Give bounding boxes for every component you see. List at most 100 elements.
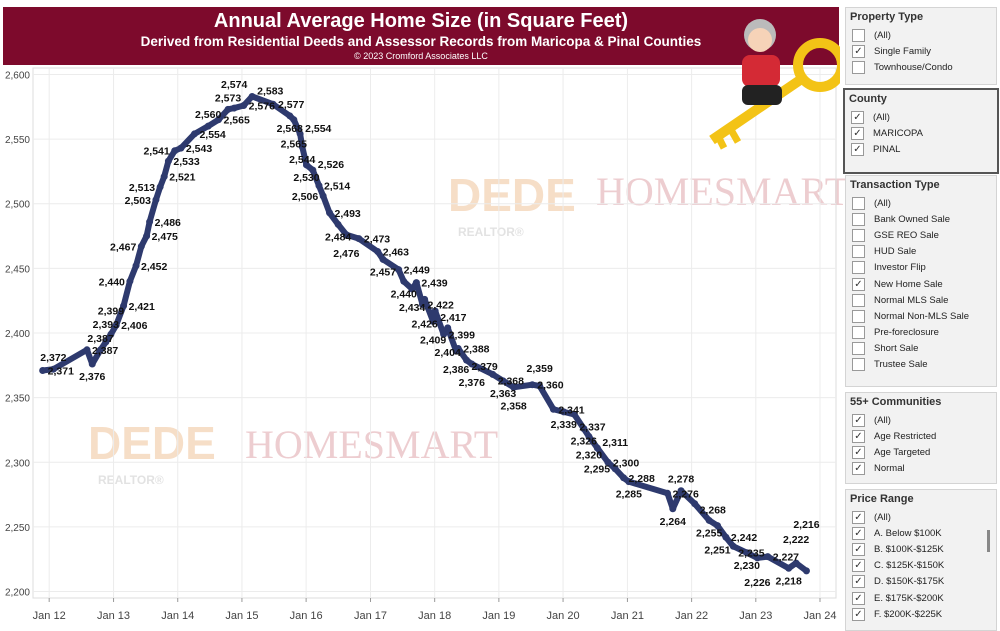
data-point <box>454 345 462 353</box>
x-tick-label: Jan 21 <box>611 610 644 622</box>
copyright: © 2023 Cromford Associates LLC <box>354 51 488 61</box>
checkbox[interactable] <box>852 293 865 307</box>
filter-option[interactable]: ✓ B. $100K-$125K <box>846 541 996 557</box>
checkbox[interactable]: ✓ <box>852 429 865 443</box>
filter-option-label: D. $150K-$175K <box>874 576 945 588</box>
scrollbar[interactable] <box>987 530 990 552</box>
filter-option-label: Normal Non-MLS Sale <box>874 310 970 322</box>
filter-option-label: (All) <box>874 414 891 426</box>
checkbox[interactable]: ✓ <box>852 413 865 427</box>
checkbox[interactable]: ✓ <box>851 142 864 156</box>
filter-option[interactable]: (All) <box>846 195 996 211</box>
filter-option[interactable]: Investor Flip <box>846 260 996 276</box>
filter-option[interactable]: Townhouse/Condo <box>846 59 996 75</box>
checkbox[interactable]: ✓ <box>852 44 865 58</box>
x-tick-label: Jan 18 <box>418 610 451 622</box>
data-point <box>132 262 140 270</box>
checkbox[interactable] <box>852 60 865 74</box>
filter-option-label: Single Family <box>874 45 932 57</box>
filter-option-label: (All) <box>874 29 891 41</box>
filter-option[interactable]: ✓ (All) <box>845 109 997 125</box>
filter-option[interactable]: ✓ Age Restricted <box>846 428 996 444</box>
data-point <box>785 564 793 572</box>
checkbox[interactable] <box>852 245 865 259</box>
data-point <box>215 116 223 124</box>
checkbox[interactable]: ✓ <box>852 591 865 605</box>
checkbox[interactable]: ✓ <box>852 607 865 621</box>
x-tick-label: Jan 17 <box>354 610 387 622</box>
data-label: 2,439 <box>421 278 447 290</box>
data-label: 2,543 <box>186 143 212 155</box>
filter-option[interactable]: (All) <box>846 27 996 43</box>
checkbox[interactable]: ✓ <box>852 559 865 573</box>
filter-option[interactable]: Short Sale <box>846 341 996 357</box>
filter-option[interactable]: ✓ E. $175K-$200K <box>846 590 996 606</box>
checkbox[interactable] <box>852 28 865 42</box>
data-point <box>536 382 544 390</box>
filter-option[interactable]: HUD Sale <box>846 244 996 260</box>
filter-option[interactable]: ✓ Normal <box>846 461 996 477</box>
filter-option[interactable]: ✓ (All) <box>846 509 996 525</box>
filter-option[interactable]: ✓ Age Targeted <box>846 444 996 460</box>
filter-option[interactable]: ✓ C. $125K-$150K <box>846 558 996 574</box>
filter-option[interactable]: ✓ A. Below $100K <box>846 525 996 541</box>
data-label: 2,216 <box>793 519 819 531</box>
checkbox[interactable]: ✓ <box>851 110 864 124</box>
filter-option[interactable]: ✓ F. $200K-$225K <box>846 606 996 622</box>
checkbox[interactable]: ✓ <box>851 126 864 140</box>
data-label: 2,399 <box>449 329 475 341</box>
filter-title: Property Type <box>850 11 924 23</box>
data-label: 2,363 <box>490 388 516 400</box>
checkbox[interactable]: ✓ <box>852 462 865 476</box>
checkbox[interactable] <box>852 309 865 323</box>
data-point <box>743 549 751 557</box>
checkbox[interactable] <box>852 326 865 340</box>
checkbox[interactable]: ✓ <box>852 277 865 291</box>
filter-option[interactable]: Bank Owned Sale <box>846 211 996 227</box>
filter-option[interactable]: Normal Non-MLS Sale <box>846 308 996 324</box>
y-tick-label: 2,600 <box>5 70 30 81</box>
checkbox[interactable] <box>852 228 865 242</box>
checkbox[interactable] <box>852 358 865 372</box>
checkbox[interactable]: ✓ <box>852 510 865 524</box>
data-label: 2,341 <box>558 404 584 416</box>
filter-option[interactable]: Trustee Sale <box>846 357 996 373</box>
data-point <box>290 116 298 124</box>
filter-option-label: PINAL <box>873 143 901 155</box>
filter-option[interactable]: ✓ Single Family <box>846 43 996 59</box>
data-label: 2,475 <box>152 231 178 243</box>
checkbox[interactable]: ✓ <box>852 526 865 540</box>
data-label: 2,574 <box>221 79 247 91</box>
data-label: 2,372 <box>40 352 66 364</box>
checkbox[interactable]: ✓ <box>852 445 865 459</box>
filter-option[interactable]: Pre-foreclosure <box>846 325 996 341</box>
data-point <box>190 130 198 138</box>
data-point <box>802 567 810 575</box>
data-point <box>489 370 497 378</box>
checkbox[interactable] <box>852 342 865 356</box>
x-tick-label: Jan 15 <box>225 610 258 622</box>
filter-option[interactable]: ✓ New Home Sale <box>846 276 996 292</box>
data-label: 2,376 <box>79 371 105 383</box>
filter-option[interactable]: ✓ PINAL <box>845 141 997 157</box>
data-point <box>705 516 713 524</box>
filter-option[interactable]: GSE REO Sale <box>846 227 996 243</box>
filter-option-label: F. $200K-$225K <box>874 608 943 620</box>
filter-option-label: Pre-foreclosure <box>874 327 939 339</box>
data-point <box>97 346 105 354</box>
checkbox[interactable] <box>852 261 865 275</box>
filter-option[interactable]: ✓ MARICOPA <box>845 125 997 141</box>
data-point <box>620 474 628 482</box>
checkbox[interactable]: ✓ <box>852 542 865 556</box>
data-point <box>421 295 429 303</box>
checkbox[interactable] <box>852 212 865 226</box>
data-point <box>326 209 334 217</box>
checkbox[interactable] <box>852 196 865 210</box>
filter-option[interactable]: ✓ (All) <box>846 412 996 428</box>
checkbox[interactable]: ✓ <box>852 575 865 589</box>
data-label: 2,426 <box>412 318 438 330</box>
filter-option[interactable]: ✓ D. $150K-$175K <box>846 574 996 590</box>
filter-option[interactable]: Normal MLS Sale <box>846 292 996 308</box>
filter-option-label: MARICOPA <box>873 127 923 139</box>
data-label: 2,493 <box>335 208 361 220</box>
